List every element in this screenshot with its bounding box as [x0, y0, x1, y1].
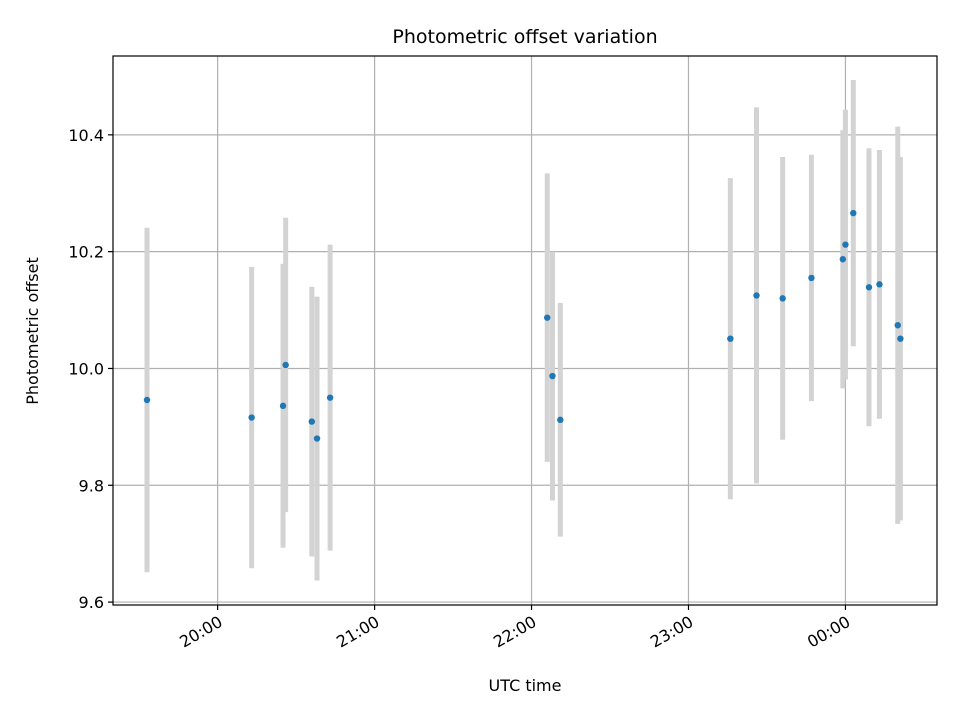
y-tick-label: 9.8 [79, 476, 104, 495]
data-point [313, 435, 321, 442]
data-point [897, 335, 904, 342]
data-point [308, 418, 316, 425]
data-point [865, 284, 873, 291]
y-tick-label: 10.4 [68, 126, 104, 145]
y-axis-label: Photometric offset [23, 257, 42, 405]
y-tick-label: 10.0 [68, 359, 104, 378]
plot-frame [112, 55, 938, 606]
data-point [842, 241, 849, 248]
data-point [544, 314, 551, 321]
data-points [143, 209, 904, 442]
data-point [279, 402, 287, 410]
data-point [876, 281, 883, 288]
data-point [549, 372, 556, 380]
data-point [753, 292, 760, 299]
data-point [282, 361, 289, 369]
data-point [326, 394, 334, 401]
data-point [727, 335, 734, 342]
data-point [839, 256, 847, 263]
x-axis-label: UTC time [489, 676, 562, 695]
data-point [779, 295, 786, 302]
y-tick-label: 10.2 [68, 243, 104, 262]
data-point [850, 209, 857, 217]
data-point [248, 414, 255, 421]
y-tick-label: 9.6 [79, 593, 104, 612]
data-point [557, 416, 564, 424]
data-point [894, 322, 901, 329]
data-point [143, 396, 151, 404]
y-axis-ticks: 9.6 9.8 10.0 10.2 10.4 [68, 126, 113, 612]
chart-title: Photometric offset variation [392, 26, 657, 48]
data-point [808, 274, 815, 282]
